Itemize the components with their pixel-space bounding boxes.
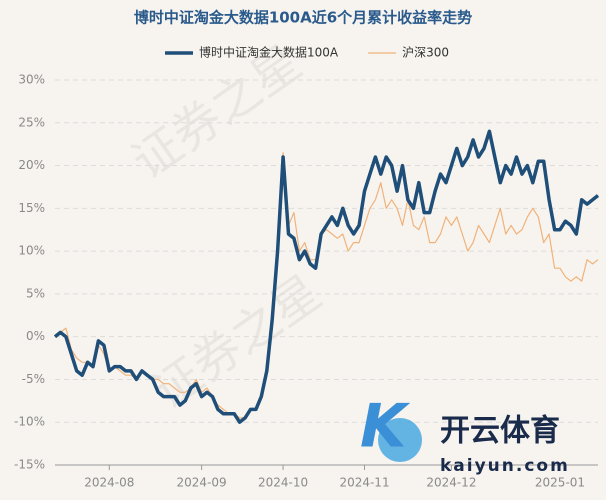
x-tick-label: 2024-09 [177,476,227,490]
y-tick-label: 25% [18,115,45,129]
y-tick-label: 15% [18,201,45,215]
logo-text: 开云体育 [440,414,560,449]
y-tick-label: -15% [14,458,45,472]
legend-label: 博时中证淘金大数据100A [199,45,339,60]
series-line [53,129,600,424]
y-tick-label: -10% [14,415,45,429]
y-tick-label: 20% [18,158,45,172]
x-tick-label: 2024-12 [426,476,476,490]
x-tick-label: 2024-10 [258,476,308,490]
logo-ball [378,418,422,462]
logo: K 开云体育 kaiyun.com [360,392,570,476]
x-tick-label: 2025-01 [535,476,585,490]
legend-label: 沪深300 [402,46,449,60]
y-tick-label: 30% [18,73,45,87]
chart-title: 博时中证淘金大数据100A近6个月累计收益率走势 [134,9,472,27]
x-tick-label: 2024-08 [84,476,134,490]
logo-url: kaiyun.com [440,456,570,476]
y-tick-label: -5% [22,372,45,386]
y-tick-label: 5% [26,286,45,300]
y-tick-label: 10% [18,244,45,258]
y-tick-label: 0% [26,329,45,343]
logo-k: K [360,392,411,462]
x-tick-label: 2024-11 [339,476,389,490]
